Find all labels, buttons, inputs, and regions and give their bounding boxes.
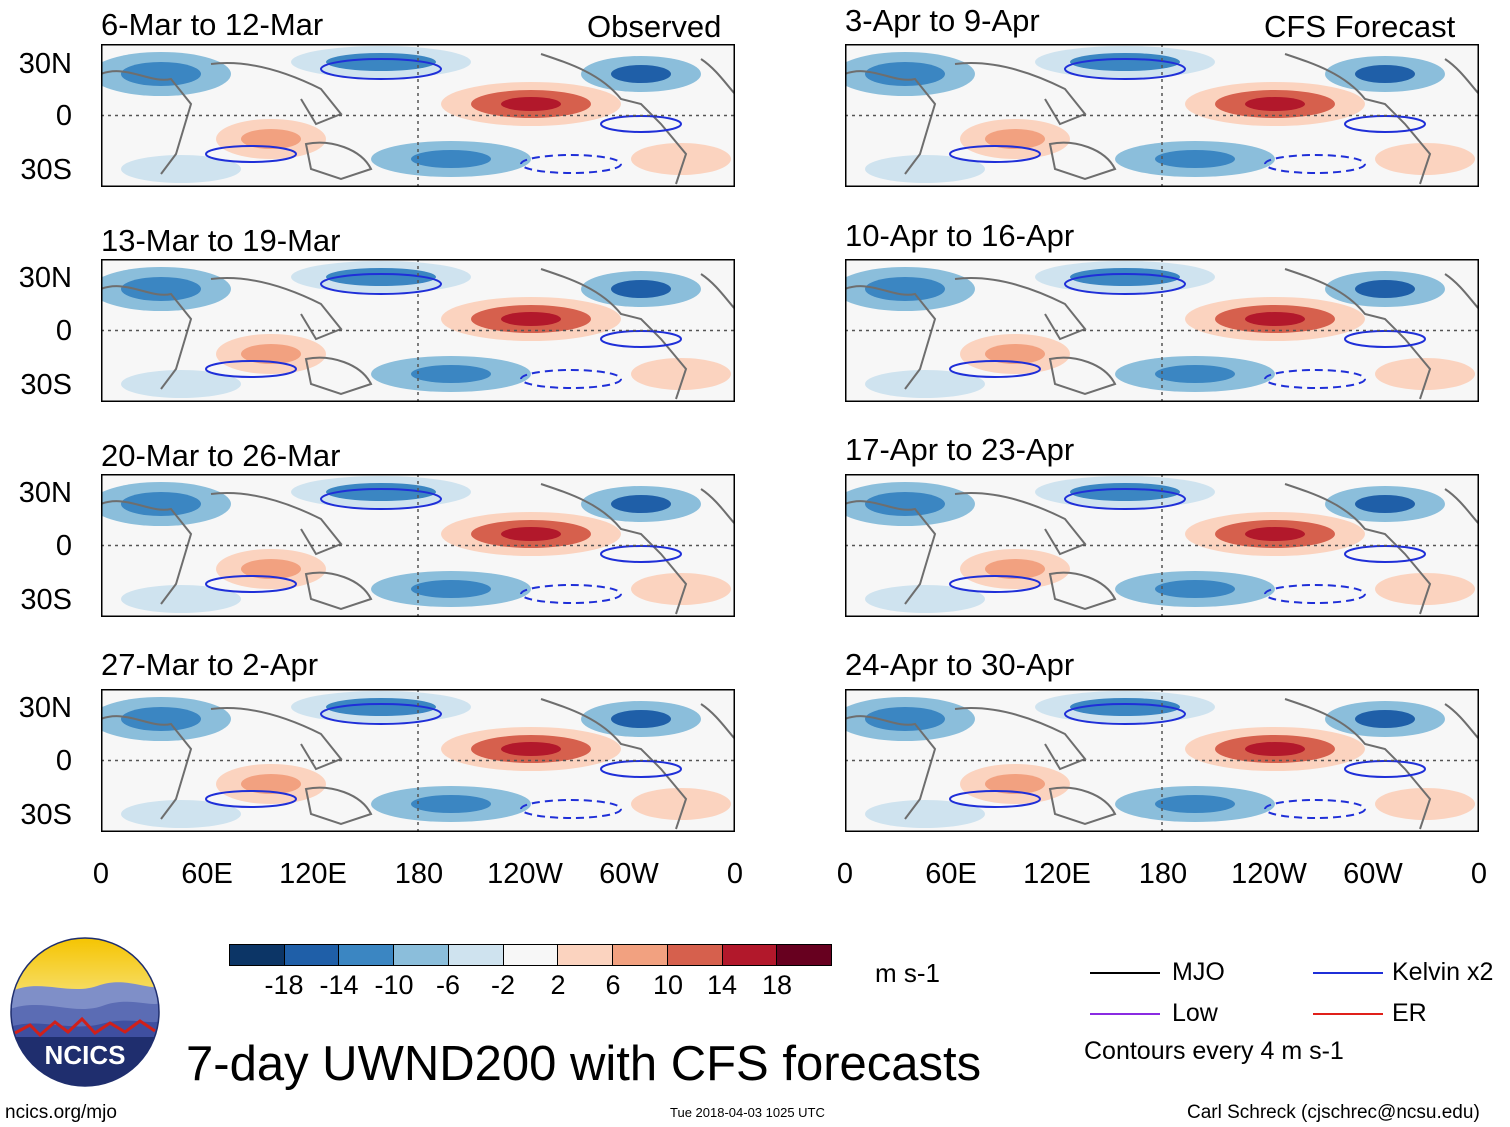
lon-tick-120w: 120W <box>487 858 563 890</box>
legend-label-low: Low <box>1172 999 1218 1027</box>
figure-title: 7-day UWND200 with CFS forecasts <box>186 1037 982 1091</box>
lat-tick-30n: 30N <box>18 48 72 80</box>
footer-timestamp: Tue 2018-04-03 1025 UTC <box>670 1105 825 1120</box>
logo-text: NCICS <box>45 1040 126 1070</box>
lat-tick-30s: 30S <box>20 369 72 401</box>
lon-tick-180: 180 <box>1138 858 1188 890</box>
colorbar-swatch <box>612 945 667 965</box>
panel-title-obs-2: 13-Mar to 19-Mar <box>101 223 341 258</box>
lat-tick-0: 0 <box>55 100 72 132</box>
map-obs-2 <box>101 259 735 407</box>
colorbar-label: -18 <box>264 970 304 1000</box>
colorbar-label: -10 <box>374 970 414 1000</box>
legend-label-kelvin: Kelvin x2 <box>1392 958 1494 986</box>
cfs-forecast-label: CFS Forecast <box>1264 9 1456 44</box>
colorbar-label: 6 <box>605 970 621 1000</box>
colorbar-label: -6 <box>435 970 461 1000</box>
lat-tick-0: 0 <box>55 530 72 562</box>
lat-tick-30s: 30S <box>20 799 72 831</box>
colorbar-swatch <box>666 945 722 965</box>
colorbar-label: 2 <box>550 970 566 1000</box>
lon-tick-0: 0 <box>1470 858 1488 890</box>
lat-tick-30n: 30N <box>18 477 72 509</box>
panel-title-fcst-3: 17-Apr to 23-Apr <box>845 432 1075 467</box>
legend-label-er: ER <box>1392 999 1427 1027</box>
colorbar-swatch <box>776 945 832 965</box>
lat-tick-30s: 30S <box>20 584 72 616</box>
colorbar-swatch <box>502 945 558 965</box>
map-obs-3 <box>101 474 735 622</box>
lon-tick-60e: 60E <box>925 858 977 890</box>
lon-tick-120e: 120E <box>1023 858 1091 890</box>
map-obs-1 <box>101 44 735 192</box>
panel-title-obs-4: 27-Mar to 2-Apr <box>101 647 319 682</box>
lon-tick-180: 180 <box>394 858 444 890</box>
lon-tick-60e: 60E <box>181 858 233 890</box>
colorbar-label: 10 <box>652 970 684 1000</box>
map-fcst-3 <box>845 474 1479 622</box>
colorbar-swatch <box>447 945 503 965</box>
legend-line-mjo <box>1090 972 1160 974</box>
lat-tick-0: 0 <box>55 315 72 347</box>
lon-tick-120e: 120E <box>279 858 347 890</box>
legend-line-kelvin <box>1313 972 1383 974</box>
lat-tick-30n: 30N <box>18 262 72 294</box>
colorbar-swatch <box>393 945 448 965</box>
lon-tick-0: 0 <box>726 858 744 890</box>
lon-tick-0: 0 <box>92 858 110 890</box>
panel-title-fcst-1: 3-Apr to 9-Apr <box>845 3 1040 38</box>
colorbar-units: m s-1 <box>875 958 940 988</box>
colorbar-swatch <box>721 945 777 965</box>
map-obs-4 <box>101 689 735 837</box>
lon-tick-120w: 120W <box>1231 858 1307 890</box>
colorbar-swatch <box>338 945 394 965</box>
colorbar-label: 14 <box>706 970 738 1000</box>
colorbar-label: -14 <box>319 970 359 1000</box>
map-fcst-4 <box>845 689 1479 837</box>
legend-line-er <box>1313 1013 1383 1015</box>
observed-label: Observed <box>587 9 722 44</box>
colorbar-swatch <box>230 945 284 965</box>
panel-title-fcst-2: 10-Apr to 16-Apr <box>845 218 1075 253</box>
colorbar-label: -2 <box>490 970 516 1000</box>
colorbar <box>229 944 832 966</box>
panel-title-fcst-4: 24-Apr to 30-Apr <box>845 647 1075 682</box>
map-fcst-1 <box>845 44 1479 192</box>
lat-tick-0: 0 <box>55 745 72 777</box>
panel-title-obs-1: 6-Mar to 12-Mar <box>101 7 324 42</box>
colorbar-swatch <box>557 945 613 965</box>
footer-author: Carl Schreck (cjschrec@ncsu.edu) <box>1187 1102 1480 1123</box>
legend-line-low <box>1090 1013 1160 1015</box>
map-fcst-2 <box>845 259 1479 407</box>
lon-tick-60w: 60W <box>1343 858 1403 890</box>
lon-tick-60w: 60W <box>599 858 659 890</box>
panel-title-obs-3: 20-Mar to 26-Mar <box>101 438 341 473</box>
legend-label-mjo: MJO <box>1172 958 1225 986</box>
contour-note: Contours every 4 m s-1 <box>1084 1037 1344 1065</box>
ncics-logo: NCICS <box>10 937 160 1087</box>
lat-tick-30n: 30N <box>18 692 72 724</box>
footer-url[interactable]: ncics.org/mjo <box>5 1102 117 1123</box>
lon-tick-0: 0 <box>836 858 854 890</box>
colorbar-swatch <box>283 945 339 965</box>
lat-tick-30s: 30S <box>20 154 72 186</box>
colorbar-label: 18 <box>761 970 793 1000</box>
